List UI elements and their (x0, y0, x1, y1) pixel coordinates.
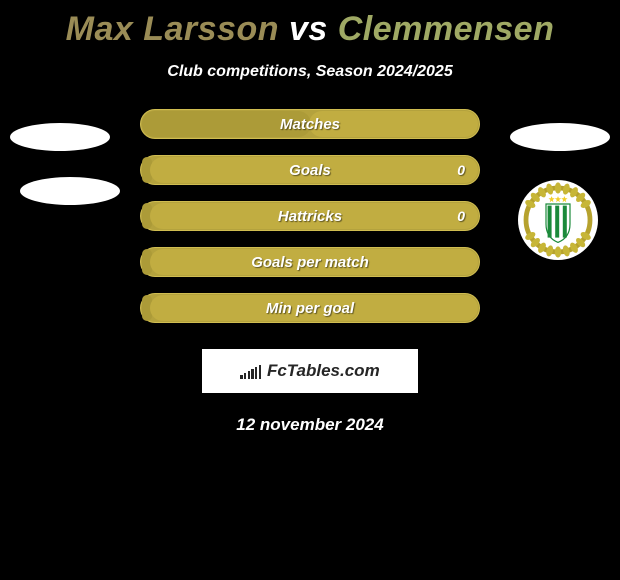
vs-word: vs (289, 10, 328, 48)
stat-right-value: 0 (457, 208, 465, 224)
logo-label: FcTables.com (267, 361, 380, 381)
logo-bars-icon (240, 364, 261, 379)
comparison-title: Max Larsson vs Clemmensen (0, 0, 620, 49)
left-player-oval-2 (20, 177, 120, 205)
subtitle: Club competitions, Season 2024/2025 (0, 63, 620, 81)
site-logo: FcTables.com (202, 349, 418, 393)
stat-label: Goals (289, 162, 331, 179)
date-caption: 12 november 2024 (0, 415, 620, 435)
stat-right-value: 0 (457, 162, 465, 178)
stat-label: Matches (280, 116, 340, 133)
club-crest (518, 180, 598, 260)
logo-text: FcTables.com (240, 361, 379, 381)
stat-bar: 0 Hattricks (140, 201, 480, 231)
left-player-oval-1 (10, 123, 110, 151)
player2-name: Clemmensen (338, 10, 555, 48)
crest-laurel (518, 180, 598, 260)
stat-bar: Matches (140, 109, 480, 139)
stat-bar: Goals per match (140, 247, 480, 277)
player1-name: Max Larsson (66, 10, 279, 48)
stat-label: Goals per match (251, 254, 369, 271)
stat-bar: 0 Goals (140, 155, 480, 185)
stat-label: Min per goal (266, 300, 354, 317)
stat-label: Hattricks (278, 208, 342, 225)
stat-bar: Min per goal (140, 293, 480, 323)
right-player-oval-1 (510, 123, 610, 151)
